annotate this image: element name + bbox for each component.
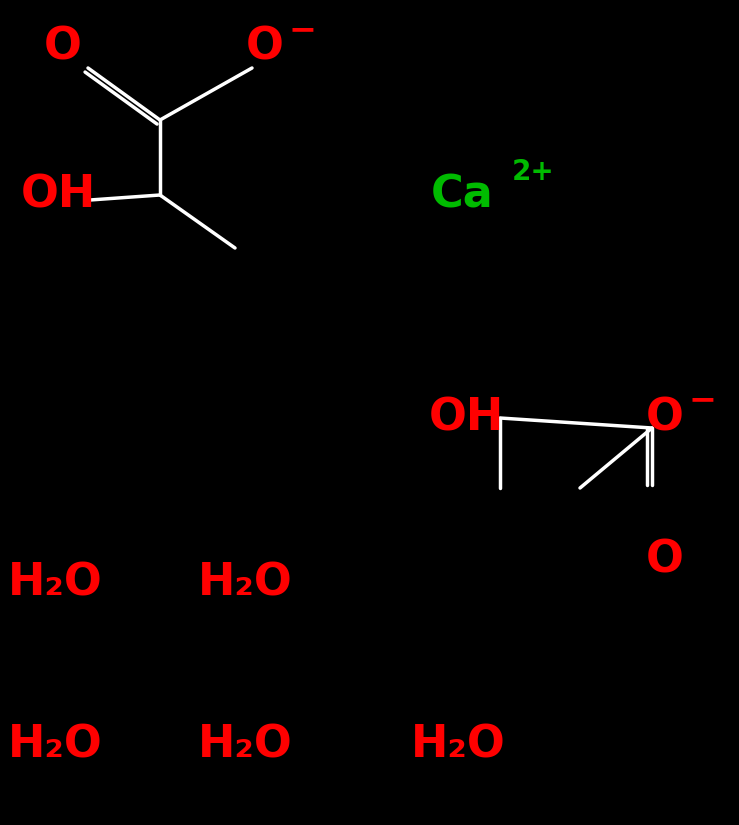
Text: H₂O: H₂O <box>7 724 103 766</box>
Text: O: O <box>646 397 684 440</box>
Text: −: − <box>289 13 317 46</box>
Text: OH: OH <box>21 173 95 216</box>
Text: OH: OH <box>429 397 503 440</box>
Text: Ca: Ca <box>431 173 494 216</box>
Text: −: − <box>688 384 716 417</box>
Text: O: O <box>44 26 82 68</box>
Text: O: O <box>246 26 284 68</box>
Text: H₂O: H₂O <box>411 724 505 766</box>
Text: H₂O: H₂O <box>197 724 293 766</box>
Text: H₂O: H₂O <box>7 562 103 605</box>
Text: H₂O: H₂O <box>197 562 293 605</box>
Text: 2+: 2+ <box>511 158 554 186</box>
Text: O: O <box>646 539 684 582</box>
